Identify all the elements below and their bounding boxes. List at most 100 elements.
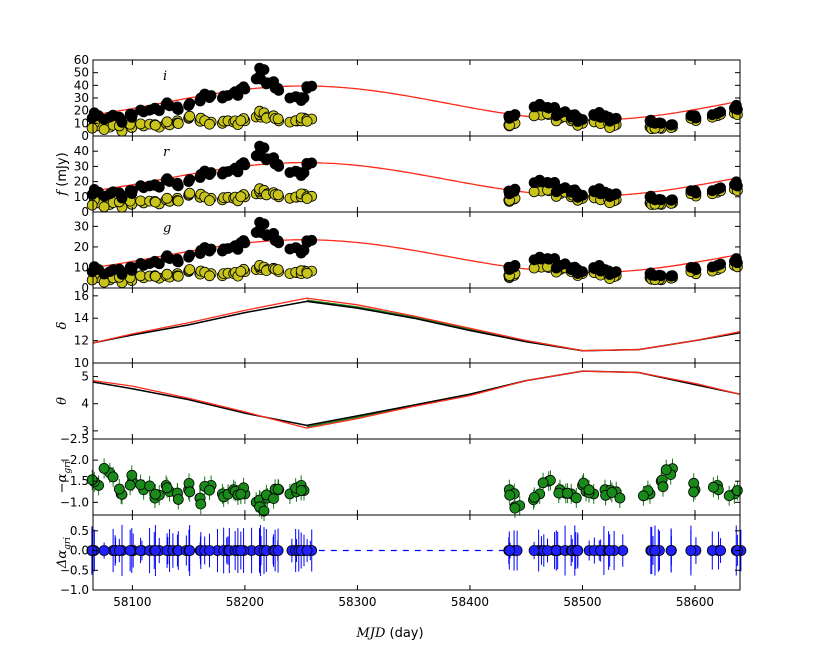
flux-point-black — [204, 169, 215, 181]
flux-point-black — [550, 110, 562, 122]
y-tick-label: 20 — [74, 240, 89, 254]
alpha-point — [98, 462, 110, 474]
panel-theta: 3 4 5 θ — [55, 362, 741, 440]
flux-point-black — [172, 180, 184, 192]
y-tick-label: −0.5 — [60, 563, 89, 577]
flux-point-yellow — [135, 118, 147, 130]
red-line — [92, 370, 741, 429]
dalpha-point — [124, 545, 136, 556]
flux-point-black — [715, 106, 726, 118]
alpha-point — [537, 477, 549, 489]
flux-point-black — [258, 218, 270, 230]
y-tick-label: 16 — [74, 289, 89, 303]
alpha-point — [583, 484, 595, 496]
flux-point-yellow — [172, 270, 184, 282]
flux-point-black — [504, 111, 516, 122]
y-tick-label: 40 — [74, 144, 89, 158]
flux-point-black — [113, 187, 125, 199]
y-tick-label: −2.5 — [60, 432, 89, 446]
flux-point-black — [649, 117, 661, 129]
flux-point-black — [732, 257, 743, 269]
flux-point-black — [295, 244, 307, 256]
x-tick-label: 58200 — [226, 595, 264, 609]
flux-point-black — [135, 104, 147, 116]
dalpha-point — [504, 545, 516, 556]
flux-point-black — [149, 103, 161, 115]
alpha-point — [86, 474, 98, 486]
alpha-point — [172, 493, 184, 505]
dalpha-point — [235, 545, 247, 556]
dalpha-point — [135, 545, 147, 556]
flux-point-black — [542, 176, 553, 188]
flux-point-black — [235, 83, 247, 95]
alpha-point — [688, 486, 699, 498]
flux-point-black — [732, 104, 743, 115]
alpha-point — [184, 486, 196, 498]
flux-point-yellow — [301, 115, 313, 127]
dalpha-point — [301, 545, 313, 556]
flux-point-yellow — [149, 196, 161, 208]
flux-point-black — [715, 258, 726, 270]
flux-point-black — [272, 235, 284, 247]
flux-point-black — [685, 185, 697, 197]
y-axis-label: θ — [55, 397, 70, 405]
y-tick-label: 20 — [74, 175, 89, 189]
alpha-point — [606, 487, 618, 498]
flux-point-black — [528, 101, 540, 113]
flux-point-black — [528, 254, 540, 266]
flux-point-yellow — [204, 270, 215, 282]
y-tick-label: 20 — [74, 104, 89, 118]
flux-point-black — [172, 256, 184, 268]
dalpha-point — [649, 545, 661, 556]
x-tick-label: 58300 — [338, 595, 376, 609]
flux-point-yellow — [184, 187, 196, 199]
alpha-point — [723, 490, 735, 502]
flux-point-black — [301, 237, 313, 248]
flux-point-black — [258, 64, 270, 76]
alpha-point — [235, 488, 247, 500]
alpha-point — [570, 492, 582, 504]
alpha-point — [144, 480, 156, 492]
y-tick-label: 60 — [74, 53, 89, 67]
flux-point-yellow — [161, 116, 173, 128]
flux-point-yellow — [98, 124, 110, 135]
flux-point-black — [258, 142, 270, 154]
flux-point-yellow — [204, 118, 215, 130]
flux-point-yellow — [235, 115, 247, 126]
flux-point-black — [550, 186, 562, 198]
flux-point-black — [604, 191, 616, 203]
flux-point-black — [86, 266, 98, 278]
y-tick-label: 0 — [81, 129, 89, 143]
flux-point-black — [135, 257, 147, 269]
alpha-point — [614, 492, 626, 504]
x-tick-label: 58400 — [451, 595, 489, 609]
y-tick-label: 10 — [74, 190, 89, 204]
flux-point-black — [604, 115, 616, 127]
flux-point-yellow — [184, 110, 196, 122]
y-axis-label: −αgri — [55, 461, 73, 494]
flux-point-black — [295, 167, 307, 179]
y-tick-label: 4 — [81, 397, 89, 411]
alpha-point — [657, 481, 669, 493]
y-tick-label: −1.0 — [60, 583, 89, 597]
flux-point-black — [184, 98, 196, 109]
y-tick-label: 30 — [74, 219, 89, 233]
y-tick-label: 0 — [81, 281, 89, 295]
alpha-point — [509, 502, 521, 514]
flux-point-black — [204, 245, 215, 257]
flux-point-black — [161, 97, 173, 109]
alpha-point — [504, 489, 516, 501]
alpha-point — [258, 505, 270, 517]
flux-point-black — [604, 269, 616, 280]
flux-point-black — [98, 114, 110, 125]
alpha-point — [149, 488, 161, 500]
flux-point-yellow — [172, 195, 184, 207]
alpha-point — [708, 481, 719, 493]
dalpha-point — [715, 545, 726, 556]
flux-point-black — [235, 237, 247, 249]
alpha-point — [124, 479, 136, 491]
y-tick-label: 5 — [81, 370, 89, 384]
flux-point-black — [649, 270, 661, 282]
panel-delta: 10 12 14 16 δ — [55, 287, 741, 370]
